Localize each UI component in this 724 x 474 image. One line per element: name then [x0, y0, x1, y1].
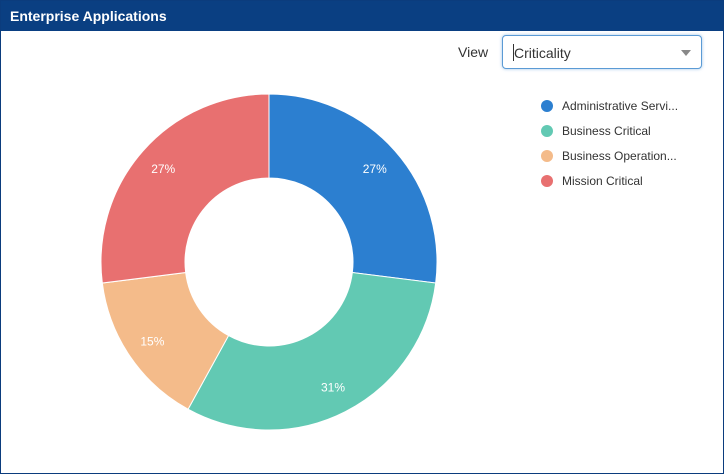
legend-label: Business Operation...: [562, 149, 677, 163]
slice-value-label: 27%: [151, 162, 175, 176]
slice-value-label: 27%: [363, 162, 387, 176]
legend-item-business-critical[interactable]: Business Critical: [541, 123, 711, 148]
legend-item-business-operations[interactable]: Business Operation...: [541, 148, 711, 173]
legend-label: Administrative Servi...: [562, 99, 679, 113]
legend-item-administrative-services[interactable]: Administrative Servi...: [541, 98, 711, 123]
chevron-down-icon[interactable]: [681, 50, 691, 56]
legend-label: Business Critical: [562, 124, 651, 138]
slice-value-label: 31%: [321, 381, 345, 395]
legend-marker: [541, 100, 553, 112]
legend-marker: [541, 175, 553, 187]
chart-legend: Administrative Servi... Business Critica…: [541, 98, 711, 198]
view-label: View: [458, 44, 489, 60]
legend-marker: [541, 125, 553, 137]
slice-value-label: 15%: [140, 334, 164, 348]
donut-slice-1[interactable]: [187, 271, 437, 431]
donut-slice-3[interactable]: [100, 93, 270, 284]
view-select-value: Criticality: [514, 45, 571, 61]
panel-title: Enterprise Applications: [1, 1, 723, 31]
text-cursor: [513, 44, 514, 61]
legend-label: Mission Critical: [562, 174, 643, 188]
donut-slice-0[interactable]: [268, 93, 438, 284]
legend-item-mission-critical[interactable]: Mission Critical: [541, 173, 711, 198]
view-select[interactable]: Criticality: [502, 35, 702, 69]
legend-marker: [541, 150, 553, 162]
